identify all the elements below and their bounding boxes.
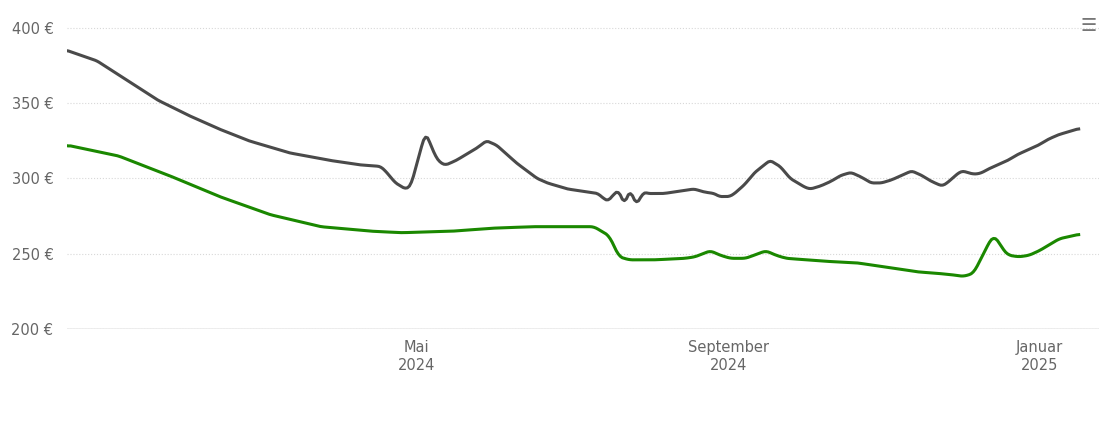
Text: ☰: ☰ [1080,17,1097,35]
